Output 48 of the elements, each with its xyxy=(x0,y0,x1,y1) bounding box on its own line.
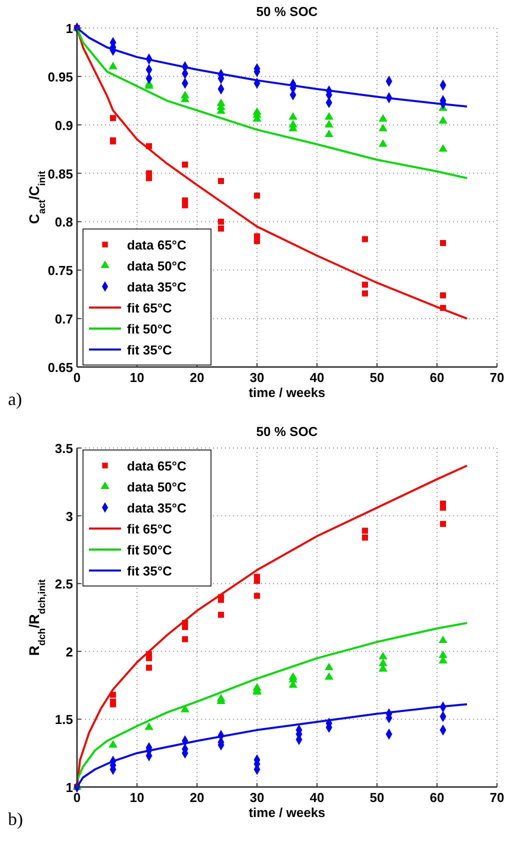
x-tick-label: 30 xyxy=(250,790,264,805)
x-tick-label: 40 xyxy=(310,370,324,385)
legend-label: fit 35°C xyxy=(127,564,173,578)
y-tick-label: 3.5 xyxy=(54,441,73,456)
x-tick-label: 60 xyxy=(430,790,444,805)
chart-title: 50 % SOC xyxy=(256,424,318,439)
x-tick-label: 50 xyxy=(370,790,384,805)
legend-label: data 35°C xyxy=(127,500,187,516)
y-tick-label: 3 xyxy=(66,508,73,524)
y-tick-label: 0.75 xyxy=(48,263,73,278)
y-tick-label: 1 xyxy=(66,780,73,795)
x-tick-label: 40 xyxy=(310,790,324,805)
y-tick-label: 2 xyxy=(66,644,73,660)
x-tick-label: 20 xyxy=(190,790,204,805)
chart-title: 50 % SOC xyxy=(256,4,318,19)
x-tick-label: 20 xyxy=(190,370,204,385)
x-tick-label: 30 xyxy=(250,370,264,385)
text: b) xyxy=(8,809,23,829)
legend-label: fit 50°C xyxy=(127,322,173,336)
x-tick-label: 70 xyxy=(490,370,504,385)
y-tick-label: 0.85 xyxy=(48,166,73,182)
legend-label: data 35°C xyxy=(127,280,187,294)
x-tick-label: 70 xyxy=(490,790,504,805)
x-axis-title: time / weeks xyxy=(248,385,326,400)
x-tick-label: 0 xyxy=(73,790,81,805)
x-tick-label: 50 xyxy=(370,370,384,385)
legend-label: data 50°C xyxy=(127,258,187,274)
x-tick-label: 0 xyxy=(73,370,81,385)
y-tick-label: 2.5 xyxy=(54,576,73,592)
y-tick-label: 0.9 xyxy=(54,118,73,133)
legend-label: fit 50°C xyxy=(127,542,173,558)
x-tick-label: 10 xyxy=(130,370,144,385)
x-axis-title: time / weeks xyxy=(248,805,326,820)
y-tick-label: 0.95 xyxy=(48,69,73,84)
x-tick-label: 60 xyxy=(430,370,444,385)
legend-label: data 50°C xyxy=(127,480,187,494)
legend-label: data 65°C xyxy=(127,458,187,474)
legend-label: fit 35°C xyxy=(127,342,173,358)
y-tick-label: 0.7 xyxy=(54,312,73,327)
x-tick-label: 10 xyxy=(130,790,144,805)
y-tick-label: 0.65 xyxy=(48,360,73,375)
text: a) xyxy=(8,389,22,409)
y-tick-label: 1.5 xyxy=(54,712,73,728)
legend-label: fit 65°C xyxy=(127,522,173,536)
legend-label: fit 65°C xyxy=(127,300,173,316)
legend-label: data 65°C xyxy=(127,238,187,252)
y-tick-label: 1 xyxy=(66,21,73,36)
y-tick-label: 0.8 xyxy=(54,214,73,230)
